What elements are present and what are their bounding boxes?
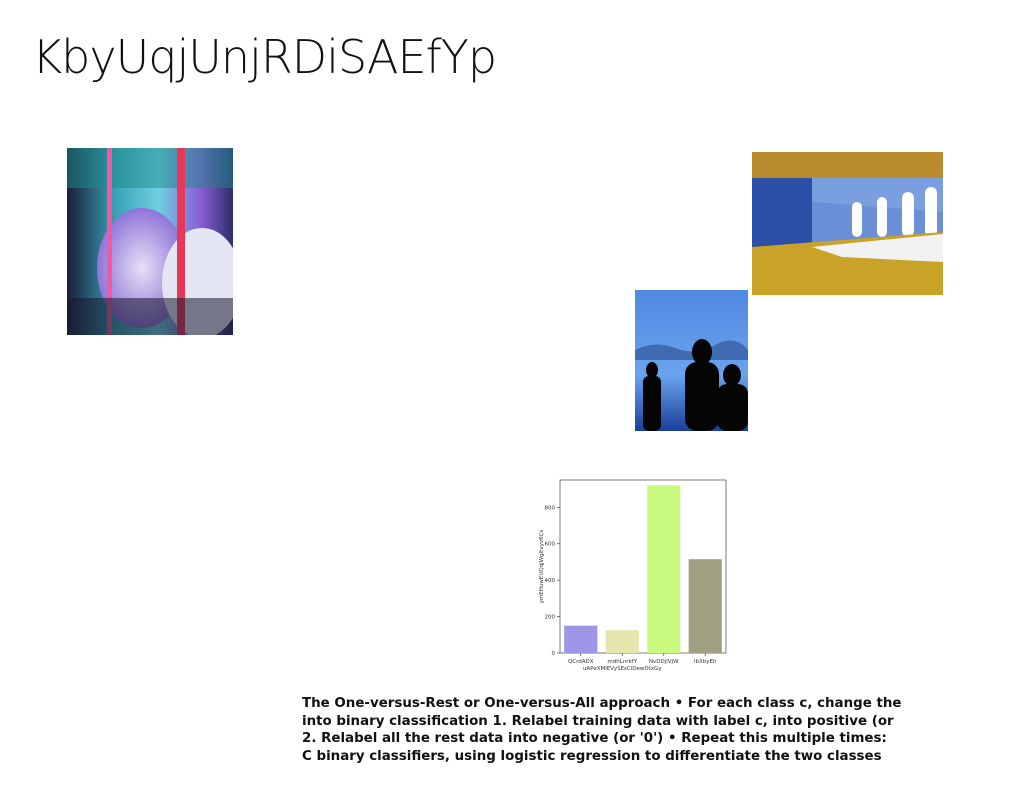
body-text: The One-versus-Rest or One-versus-All ap… — [302, 695, 1002, 765]
x-tick-label: mdhLnrkfY — [607, 659, 637, 665]
bar — [688, 559, 722, 653]
y-tick-label: 400 — [545, 578, 556, 584]
y-axis-label: ymEHuwEUQqjWgltvyvfICs — [539, 530, 545, 604]
body-line: into binary classification 1. Relabel tr… — [302, 713, 894, 729]
bar — [647, 485, 681, 653]
x-tick-label: QCrdADX — [568, 659, 594, 665]
plot-frame — [559, 479, 727, 654]
y-tick-label: 200 — [545, 615, 556, 621]
neon-sculpture-photo — [67, 148, 233, 335]
x-tick-label: NvDDjlVjW — [649, 659, 679, 665]
body-line: C binary classifiers, using logistic reg… — [302, 748, 882, 764]
x-tick-label: lbXbyEh — [694, 659, 717, 665]
slide-title: KbyUqjUnjRDiSAEfYp — [32, 30, 497, 84]
y-tick-label: 800 — [545, 505, 556, 511]
body-line: The One-versus-Rest or One-versus-All ap… — [302, 696, 902, 711]
bar-chart: 0 200 400 600 800 ymEHuwEUQqjWgltvyvfICs QCrdA… — [530, 478, 735, 688]
y-tick-label: 600 — [545, 542, 556, 548]
bar — [564, 625, 598, 653]
x-tick-label: uAPeXMlEVySEsCiDewDtxGy — [583, 666, 662, 672]
silhouettes-photo — [635, 290, 748, 431]
golden-hall-photo — [752, 152, 943, 295]
bar — [605, 630, 639, 653]
y-tick-label: 0 — [552, 651, 556, 657]
body-line: 2. Relabel all the rest data into negati… — [302, 731, 887, 746]
